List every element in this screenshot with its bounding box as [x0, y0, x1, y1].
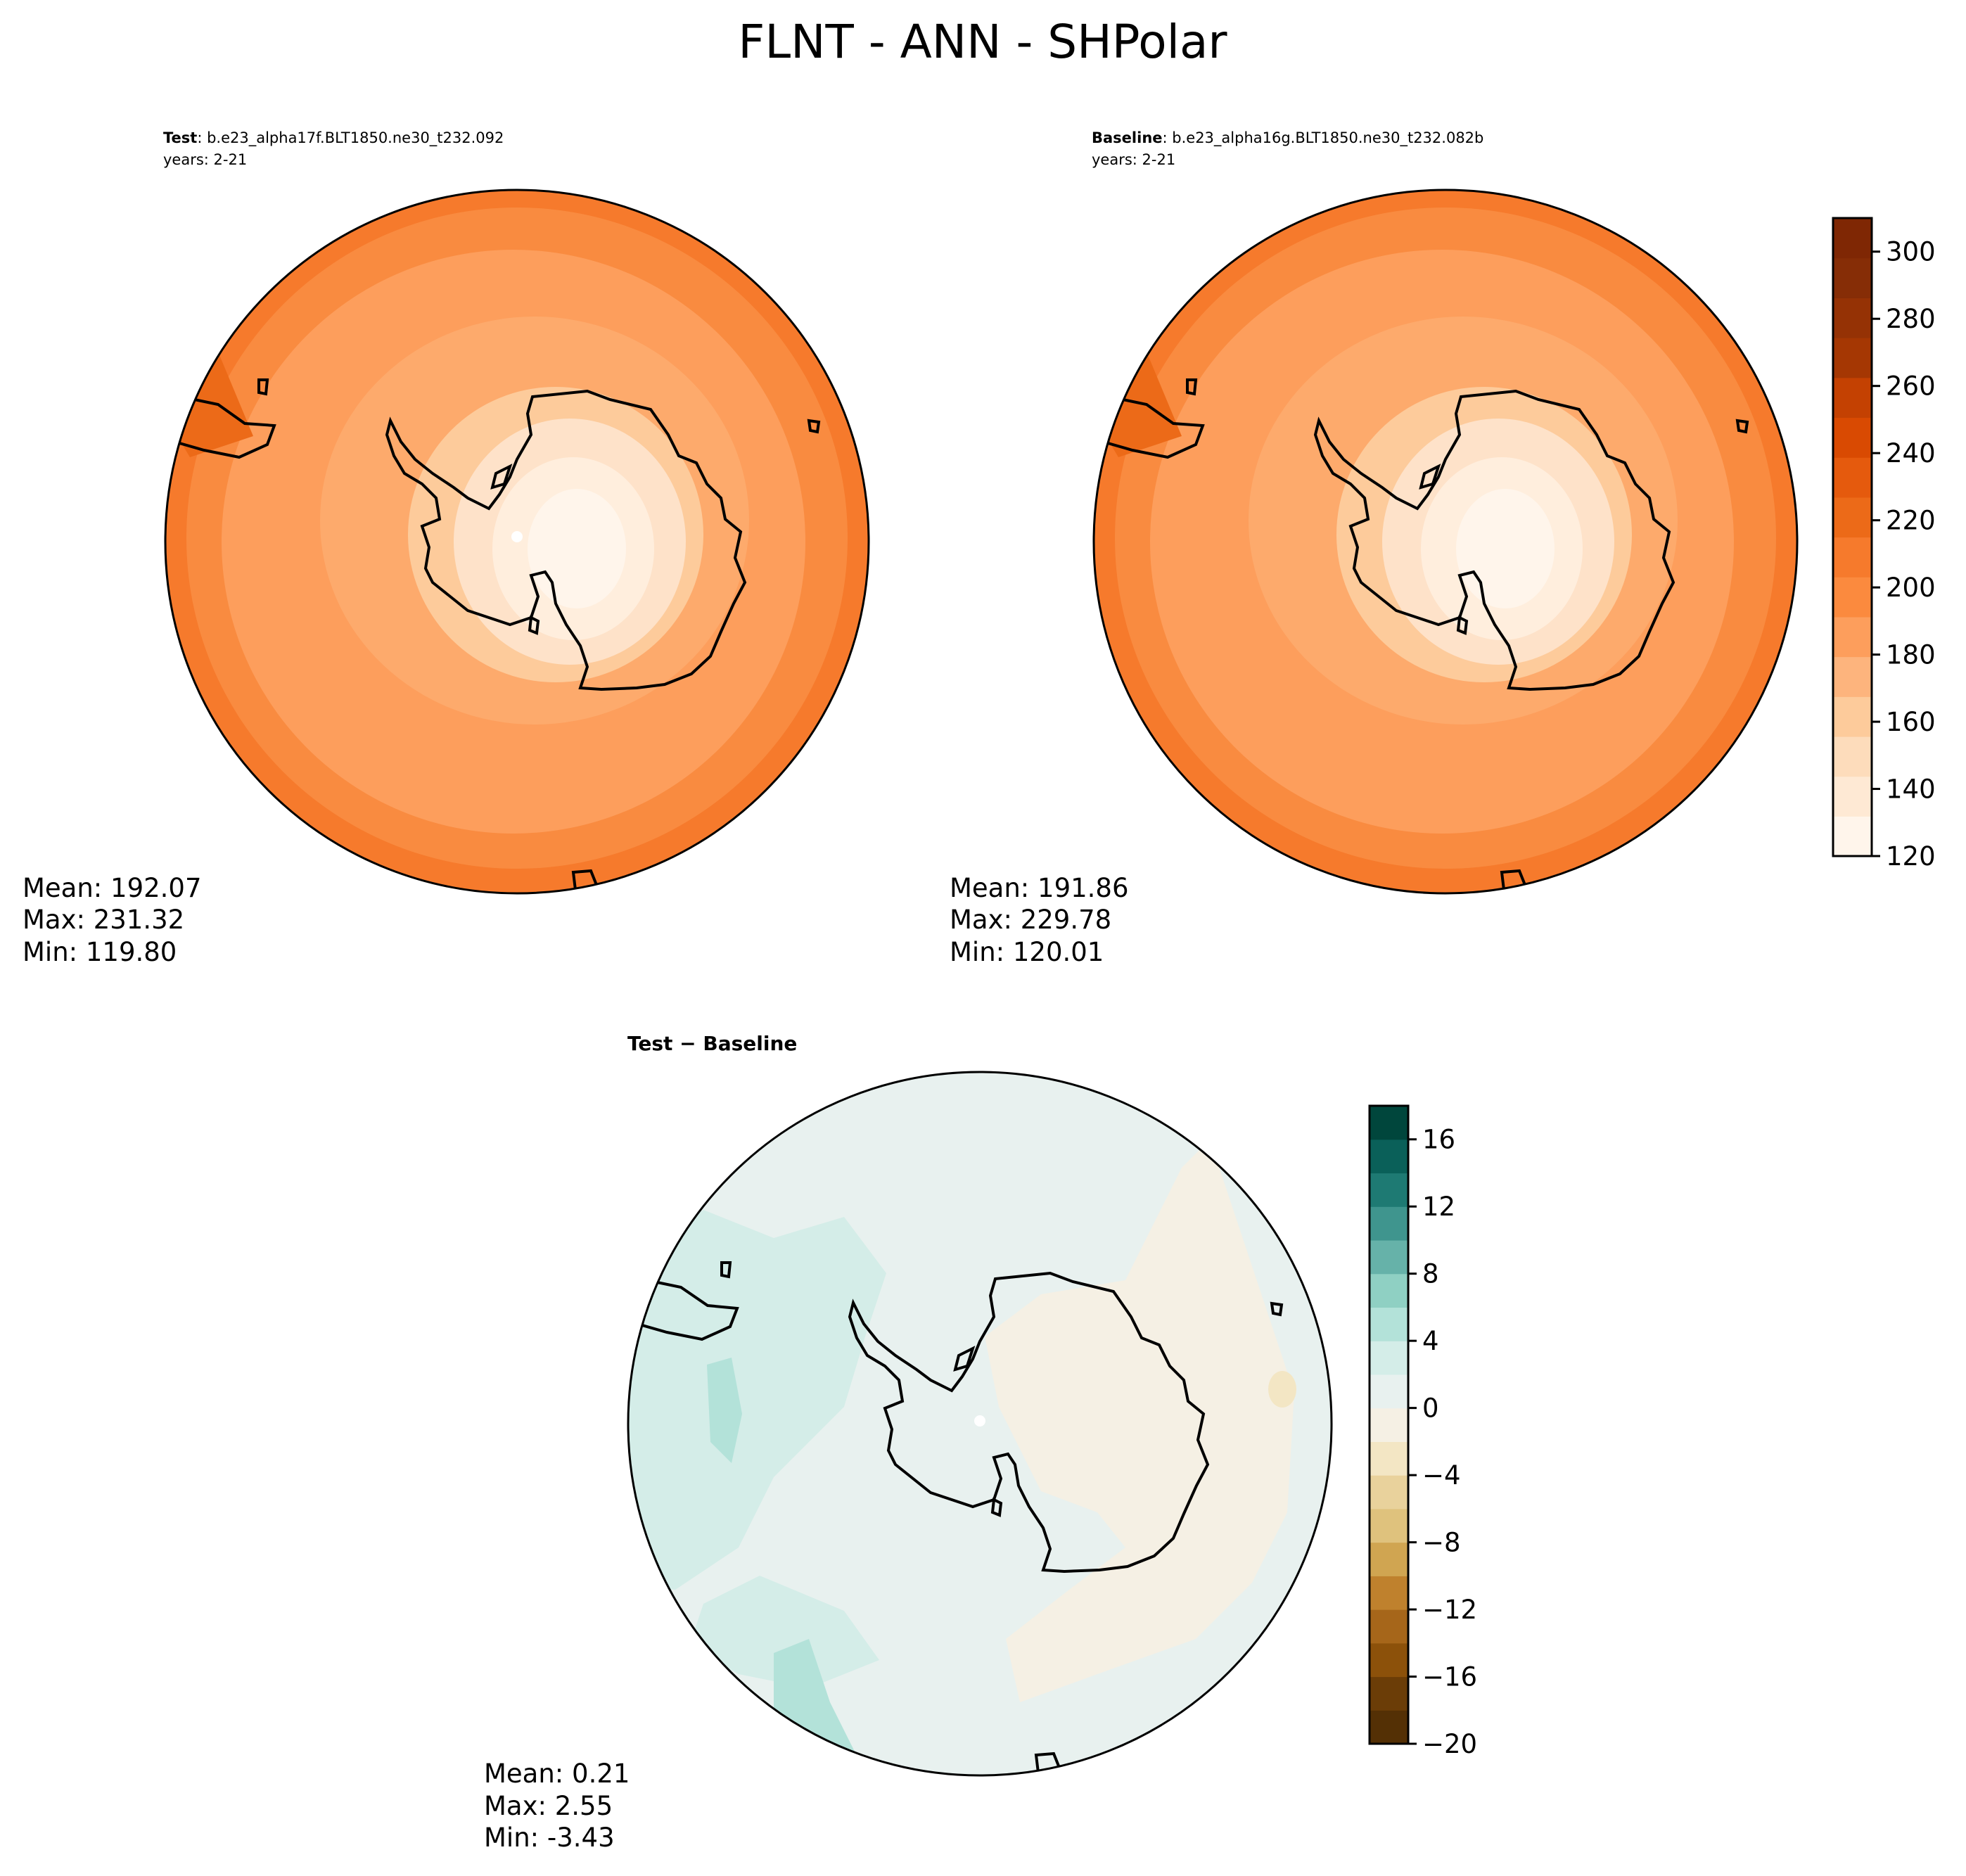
diff-colorbar-ticks: −20 −16 −12 −8 −4 0 4 8 12 16 [1408, 1125, 1477, 1759]
diff-colorbar-tick-label: −8 [1422, 1528, 1461, 1558]
baseline-panel-years: years: 2-21 [1092, 151, 1175, 168]
baseline-stat-mean: Mean: 191.86 [950, 873, 1129, 903]
diff-colorbar-block [1370, 1642, 1408, 1678]
main-colorbar-tick-label: 120 [1886, 841, 1936, 872]
main-colorbar-block [1833, 377, 1872, 419]
test-panel-header: Test: b.e23_alpha17f.BLT1850.ne30_t232.0… [163, 129, 504, 147]
diff-colorbar-block [1370, 1106, 1408, 1140]
main-colorbar-tick-label: 200 [1886, 573, 1936, 603]
main-colorbar-tick-label: 220 [1886, 506, 1936, 536]
diff-stat-min: Min: -3.43 [484, 1823, 615, 1853]
diff-colorbar-block [1370, 1408, 1408, 1442]
diff-colorbar-block [1370, 1508, 1408, 1543]
test-stat-max: Max: 231.32 [23, 905, 184, 935]
diff-stat-mean: Mean: 0.21 [484, 1759, 630, 1789]
diff-colorbar-tick-label: 16 [1422, 1125, 1455, 1155]
diff-colorbar-block [1370, 1475, 1408, 1510]
main-colorbar-tick-label: 140 [1886, 774, 1936, 805]
diff-colorbar-frame [1368, 1104, 1410, 1745]
diff-colorbar-tick-label: 0 [1422, 1393, 1439, 1424]
diff-panel-header: Test − Baseline [627, 1032, 797, 1055]
main-colorbar-block [1833, 816, 1872, 857]
diff-colorbar-tick-label: −16 [1422, 1662, 1477, 1692]
main-colorbar-block [1833, 218, 1872, 259]
diff-colorbar-tick-label: 8 [1422, 1259, 1439, 1289]
baseline-panel-header-label: Baseline [1092, 129, 1163, 146]
test-map [165, 190, 869, 893]
diff-colorbar-tick-label: −20 [1422, 1729, 1477, 1759]
test-pole-marker [511, 531, 523, 542]
main-colorbar-block [1833, 257, 1872, 298]
diff-colorbar-block [1370, 1374, 1408, 1409]
main-colorbar-block [1833, 577, 1872, 618]
diff-colorbar-tick-label: −12 [1422, 1595, 1477, 1625]
main-colorbar-block [1833, 497, 1872, 538]
main-colorbar-tick-label: 280 [1886, 304, 1936, 334]
main-colorbar-block [1833, 736, 1872, 777]
test-panel-header-case: : b.e23_alpha17f.BLT1850.ne30_t232.092 [197, 129, 504, 147]
main-colorbar-ticks: 120 140 160 180 200 220 240 260 280 300 [1872, 237, 1936, 872]
main-colorbar-frame [1832, 217, 1873, 857]
baseline-stat-max: Max: 229.78 [950, 905, 1111, 935]
diff-colorbar-block [1370, 1239, 1408, 1275]
main-colorbar-block [1833, 298, 1872, 338]
diff-colorbar-block [1370, 1542, 1408, 1576]
test-panel-header-label: Test [163, 129, 197, 146]
diff-colorbar-tick-label: 4 [1422, 1326, 1439, 1356]
main-colorbar-blocks [1833, 218, 1872, 857]
diff-colorbar-blocks [1370, 1106, 1408, 1744]
main-colorbar-block [1833, 776, 1872, 817]
diff-stat-max: Max: 2.55 [484, 1791, 613, 1821]
test-map-boundary [164, 189, 870, 895]
main-colorbar-tick-label: 300 [1886, 237, 1936, 267]
diff-colorbar-block [1370, 1710, 1408, 1744]
diff-colorbar-tick-label: 12 [1422, 1192, 1455, 1222]
baseline-map [1094, 190, 1797, 893]
diff-colorbar-block [1370, 1273, 1408, 1308]
main-colorbar-tick-label: 260 [1886, 371, 1936, 402]
main-colorbar-tick-label: 240 [1886, 438, 1936, 468]
baseline-panel-header: Baseline: b.e23_alpha16g.BLT1850.ne30_t2… [1092, 129, 1483, 147]
diff-colorbar-tick-label: −4 [1422, 1460, 1461, 1491]
test-stat-mean: Mean: 192.07 [23, 873, 202, 903]
main-colorbar-block [1833, 457, 1872, 498]
main-colorbar-block [1833, 417, 1872, 458]
diff-panel: Test − Baseline Mean: 0.21 Max: 2.55 Min… [484, 1032, 1333, 1853]
diff-colorbar-block [1370, 1206, 1408, 1241]
baseline-map-boundary [1092, 189, 1799, 895]
baseline-panel: Baseline: b.e23_alpha16g.BLT1850.ne30_t2… [950, 129, 1799, 967]
main-colorbar-block [1833, 537, 1872, 578]
diff-pole-marker [974, 1415, 985, 1427]
test-panel-years: years: 2-21 [163, 151, 247, 168]
baseline-panel-header-case: : b.e23_alpha16g.BLT1850.ne30_t232.082b [1163, 129, 1484, 147]
test-stat-min: Min: 119.80 [23, 937, 177, 967]
diff-colorbar-block [1370, 1139, 1408, 1174]
diff-colorbar-block [1370, 1307, 1408, 1341]
test-panel: Test: b.e23_alpha17f.BLT1850.ne30_t232.0… [23, 129, 870, 967]
main-colorbar-tick-label: 180 [1886, 640, 1936, 670]
figure-title: FLNT - ANN - SHPolar [738, 15, 1227, 69]
main-colorbar-block [1833, 338, 1872, 378]
main-colorbar-block [1833, 656, 1872, 697]
diff-colorbar-block [1370, 1609, 1408, 1644]
diff-colorbar-block [1370, 1173, 1408, 1207]
main-colorbar-block [1833, 696, 1872, 737]
diff-colorbar: −20 −16 −12 −8 −4 0 4 8 12 16 [1368, 1104, 1477, 1759]
main-colorbar: 120 140 160 180 200 220 240 260 280 300 [1832, 217, 1936, 872]
diff-colorbar-block [1370, 1576, 1408, 1610]
diff-colorbar-block [1370, 1676, 1408, 1711]
main-colorbar-block [1833, 616, 1872, 658]
diff-map-boundary [627, 1071, 1333, 1777]
main-colorbar-tick-label: 160 [1886, 707, 1936, 737]
diff-colorbar-block [1370, 1341, 1408, 1375]
diff-colorbar-block [1370, 1441, 1408, 1476]
baseline-stat-min: Min: 120.01 [950, 937, 1104, 967]
